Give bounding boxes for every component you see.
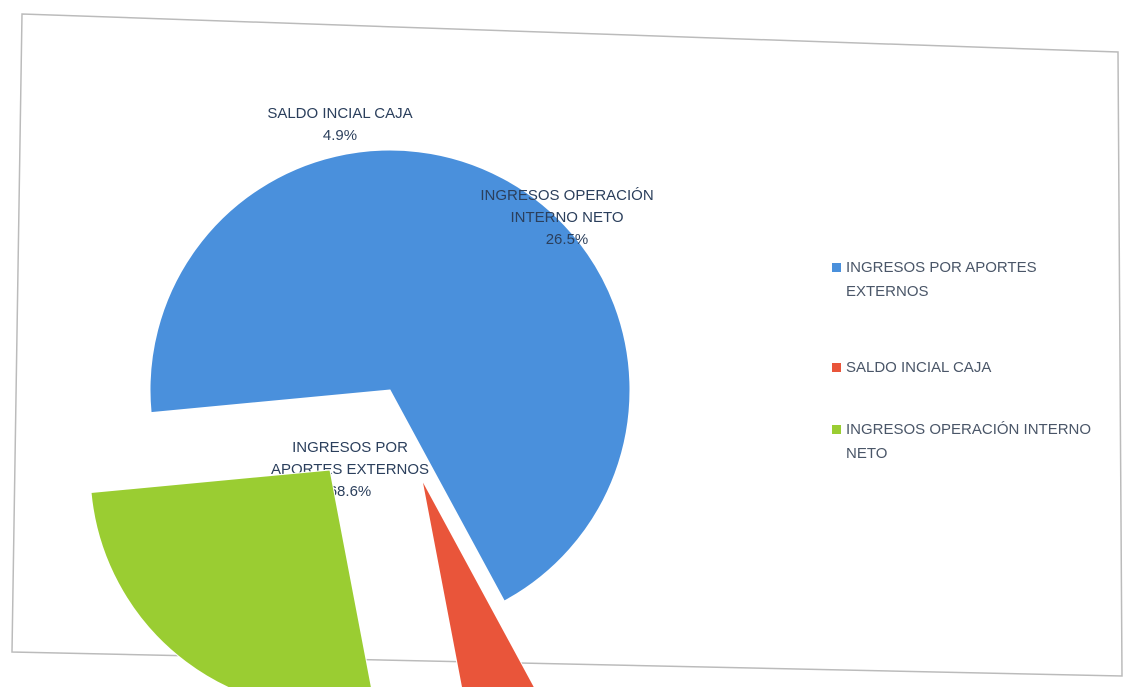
data-label-category: SALDO INCIAL CAJA (267, 105, 413, 122)
legend-entry: SALDO INCIAL CAJA (846, 359, 992, 376)
legend-label: SALDO INCIAL CAJA (846, 359, 992, 376)
legend-swatch (832, 425, 841, 434)
legend-label: INGRESOS OPERACIÓN INTERNO NETO (846, 421, 1092, 462)
data-label: SALDO INCIAL CAJA 4.9% (255, 55, 425, 195)
data-label: INGRESOS OPERACIÓN INTERNO NETO 26.5% (477, 148, 657, 288)
pie-slice (421, 479, 535, 687)
legend-entry: INGRESOS POR APORTES EXTERNOS (846, 259, 1037, 300)
data-label-box: SALDO INCIAL CAJA 4.9% (255, 55, 425, 195)
data-label-category: INGRESOS OPERACIÓN INTERNO NETO (480, 187, 654, 226)
data-label-box: INGRESOS OPERACIÓN INTERNO NETO 26.5% (477, 148, 657, 288)
legend-entry: INGRESOS OPERACIÓN INTERNO NETO (846, 421, 1092, 462)
legend-swatch (832, 363, 841, 372)
data-label-value: 26.5% (545, 231, 589, 248)
data-label-value: 4.9% (322, 127, 358, 144)
legend-label: INGRESOS POR APORTES EXTERNOS (846, 259, 1037, 300)
pie-slice (90, 469, 372, 687)
pie-slice (149, 149, 631, 602)
legend-swatch (832, 263, 841, 272)
data-label-value: 68.6% (328, 483, 372, 500)
